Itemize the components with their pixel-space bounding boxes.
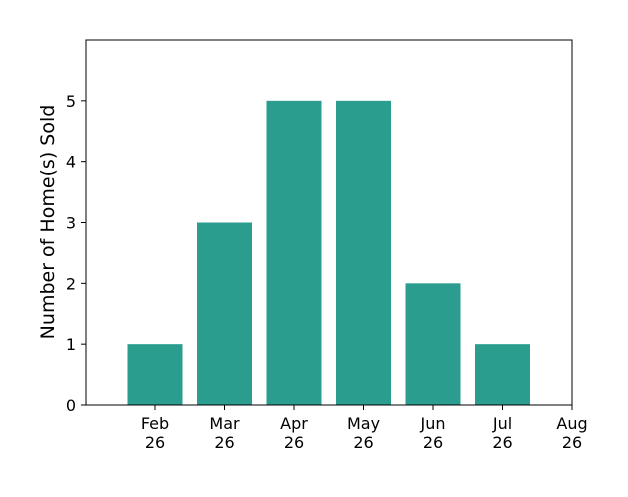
bars-layer — [127, 100, 530, 405]
y-tick-label: 4 — [66, 153, 76, 172]
x-tick-label: Jul 26 — [492, 414, 513, 452]
y-tick-label: 2 — [66, 274, 76, 293]
bar — [266, 100, 322, 405]
bar — [336, 100, 391, 405]
x-tick-label: Apr 26 — [280, 414, 308, 452]
x-tick-label: Aug 26 — [556, 414, 587, 452]
y-tick-label: 5 — [66, 92, 76, 111]
bar — [405, 283, 461, 405]
y-axis-label: Number of Home(s) Sold — [37, 105, 59, 340]
y-axis: 0 1 2 3 4 5 — [66, 92, 86, 415]
y-tick-label: 3 — [66, 214, 76, 233]
bar — [127, 344, 183, 405]
y-tick-label: 1 — [66, 335, 76, 354]
x-tick-label: Feb 26 — [141, 414, 169, 452]
x-tick-label: Mar 26 — [209, 414, 240, 452]
x-axis: Feb 26 Mar 26 Apr 26 May 26 Jun 26 Jul 26 Aug 26 — [141, 405, 588, 452]
bar — [197, 222, 252, 405]
bar — [475, 344, 530, 405]
x-tick-label: May 26 — [347, 414, 380, 452]
x-tick-label: Jun 26 — [420, 414, 446, 452]
y-tick-label: 0 — [66, 396, 76, 415]
